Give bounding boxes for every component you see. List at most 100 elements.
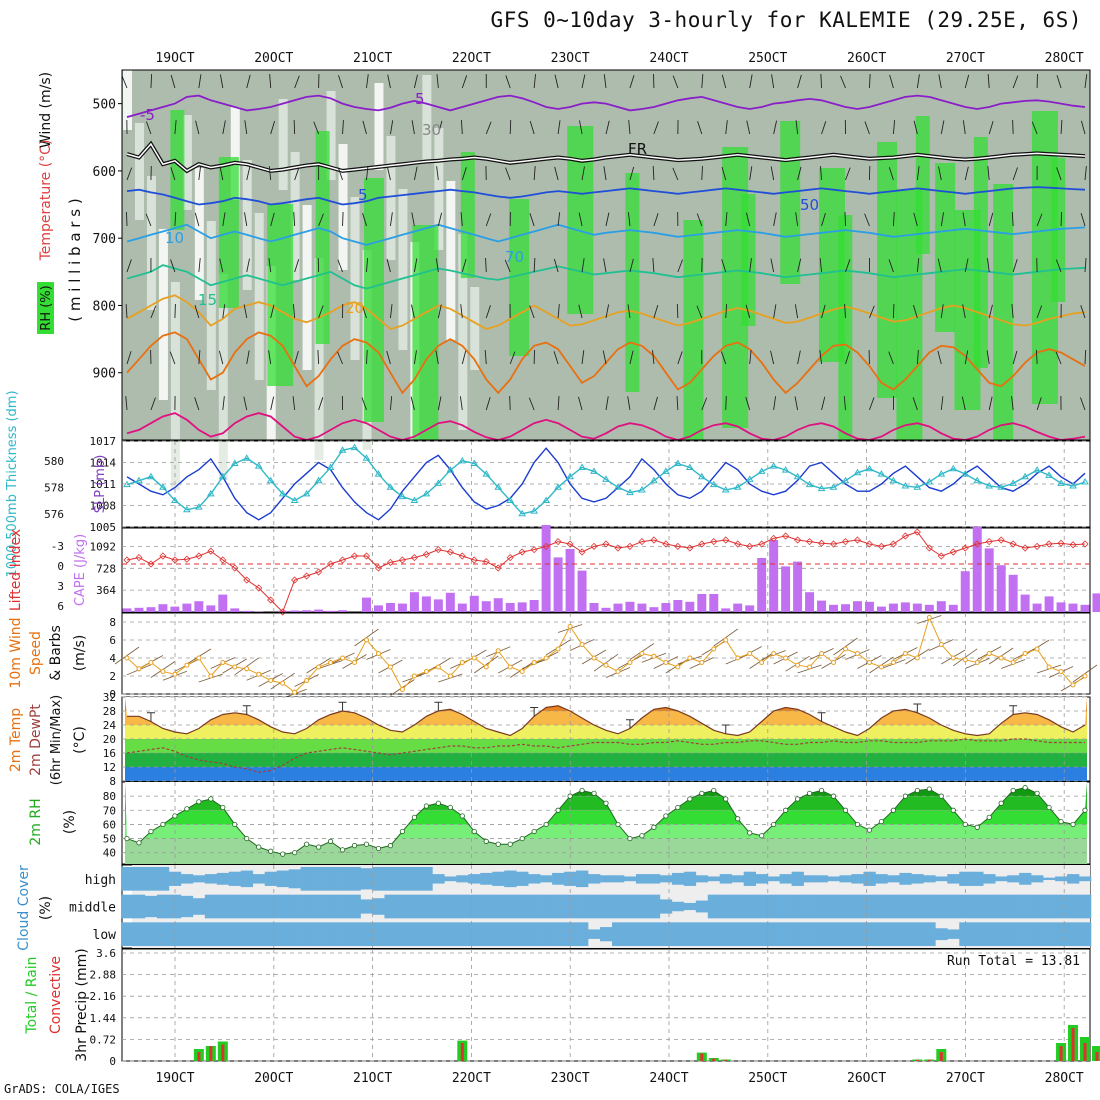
rh-marker (735, 816, 741, 822)
wind-barb (940, 304, 944, 319)
lifted-index-marker (901, 532, 909, 540)
thickness-marker (290, 496, 299, 504)
temp-axis-label-1: 2m Temp (8, 708, 24, 772)
thickness-marker (506, 496, 515, 504)
precip-tick: 2.88 (90, 969, 117, 982)
thickness-marker (673, 459, 682, 466)
cape-bar (433, 599, 443, 612)
temperature-contour-5 (126, 186, 1086, 206)
cloud-cell-low (659, 922, 673, 946)
wind-barb (821, 396, 826, 411)
cloud-cell-low (348, 922, 361, 946)
wind-barb (892, 120, 896, 135)
lifted-index-marker (542, 542, 550, 550)
wind-barb (293, 212, 296, 227)
cape-bar (158, 604, 168, 612)
cloud-cell-low (552, 922, 565, 946)
rh-marker (459, 813, 465, 819)
thickness-marker (326, 463, 335, 470)
cloud-cell-middle (264, 894, 277, 919)
rh-dry-patch (218, 274, 228, 480)
rh-green-column (170, 110, 185, 230)
cloud-cell-low (408, 922, 421, 946)
wind-speed-marker (1082, 673, 1088, 679)
wind-barb (529, 120, 535, 135)
cape-bar (852, 601, 862, 612)
wind-barb (485, 305, 491, 319)
rh-marker (136, 840, 142, 846)
time-label-top: 20OCT (254, 51, 293, 66)
cloud-cell-high (324, 867, 337, 891)
cloud-cell-low (121, 922, 134, 946)
wind-barb (246, 74, 251, 89)
rh-marker (938, 793, 944, 799)
wind-barb (461, 258, 467, 273)
cloud-cell-high (767, 876, 780, 882)
cloud-cell-high (743, 871, 756, 886)
cloud-cell-middle (228, 894, 242, 919)
lifted-index-marker (734, 540, 742, 548)
lifted-index-marker (710, 538, 718, 546)
thickness-marker (1009, 479, 1018, 486)
wind-barb (435, 350, 439, 365)
rh-dry-patch (314, 258, 324, 460)
wind-barb (720, 351, 727, 365)
wind-barb (746, 212, 751, 227)
wind-barb (605, 304, 610, 319)
cloud-cell-high (1007, 875, 1020, 883)
wind-barb (126, 351, 132, 365)
lifted-index-marker (159, 552, 167, 560)
cloud-cell-low (983, 922, 996, 946)
wind-barb (529, 213, 535, 227)
wind-barb (222, 396, 225, 411)
rh-dry-patch (458, 234, 468, 430)
cape-bar (769, 540, 779, 612)
time-label-bottom: 26OCT (847, 1071, 886, 1086)
cloud-cell-high (216, 872, 230, 885)
cloud-cell-middle (1007, 894, 1020, 919)
lifted-index-marker (506, 554, 514, 562)
wind-speed-marker (759, 660, 765, 665)
rh-marker (806, 790, 813, 796)
thickness-marker (182, 505, 191, 513)
wind-barb (578, 212, 583, 227)
cape-bar (888, 603, 898, 612)
rh-dry-patch (170, 282, 180, 490)
wind-barb (509, 120, 512, 135)
cloud-cell-low (288, 922, 301, 946)
cloud-cell-high (1055, 876, 1068, 882)
cape-bar (876, 606, 886, 612)
cloud-cell-middle (408, 894, 421, 919)
thickness-marker (542, 496, 551, 504)
cloud-cell-high (887, 875, 900, 883)
lifted-index-marker (865, 540, 874, 548)
cloud-cell-low (947, 929, 960, 939)
cloud-cell-high (456, 875, 469, 883)
cape-bar (996, 565, 1006, 612)
lifted-index-marker (1021, 544, 1029, 552)
cloud-cell-high (348, 867, 361, 891)
precip-convective-bar (915, 1059, 919, 1061)
cloud-cell-middle (600, 894, 613, 919)
time-label-top: 25OCT (748, 51, 787, 66)
cloud-cell-high (204, 874, 218, 884)
wind-barb (557, 120, 561, 135)
cloud-cell-high (492, 871, 505, 886)
cloud-cell-low (336, 922, 349, 946)
rh-tick: 60 (103, 818, 116, 831)
cape-bar (709, 594, 719, 612)
wind-barb (629, 166, 635, 181)
thickness-marker (949, 464, 958, 472)
cloud-cell-high (659, 875, 673, 883)
rh-green-column (993, 184, 1014, 440)
cloud-cell-high (420, 867, 433, 891)
wind-barb (219, 74, 224, 89)
time-label-bottom: 25OCT (748, 1071, 787, 1086)
cloud-cell-high (623, 876, 637, 882)
time-label-bottom: 23OCT (551, 1071, 590, 1086)
cloud-cell-middle (779, 894, 792, 919)
lifted-tick: -3 (51, 540, 64, 553)
lifted-index-marker (362, 552, 371, 560)
cloud-cell-high (791, 871, 804, 886)
